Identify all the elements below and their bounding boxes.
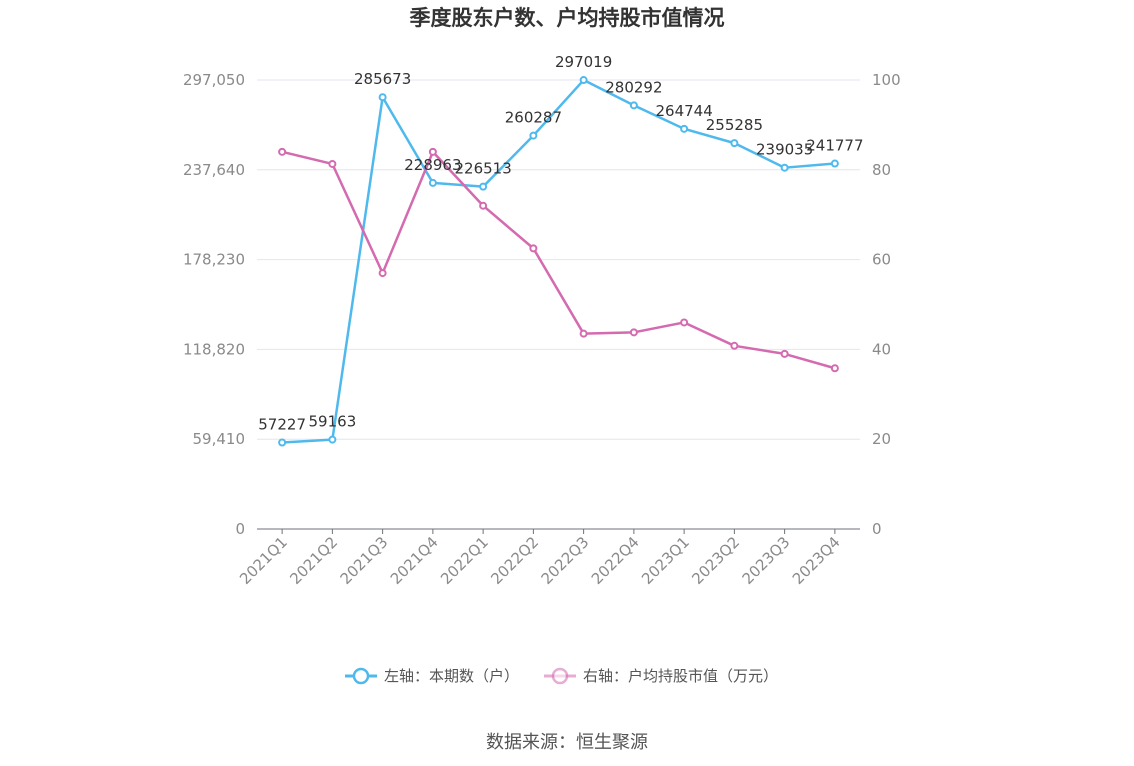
legend-item-1[interactable]: 左轴：本期数（户）: [345, 667, 519, 685]
series-point-1: [830, 159, 839, 168]
y-axis-left: 0 59,410 118,820 178,230 237,640 297,050: [183, 71, 245, 538]
y-right-tick-label: 40: [872, 340, 891, 358]
x-tick-label: 2023Q1: [638, 533, 693, 588]
series-point-2: [328, 159, 337, 168]
legend[interactable]: 左轴：本期数（户） 右轴：户均持股市值（万元）: [345, 667, 778, 685]
series-point-1: [428, 178, 437, 187]
x-tick-label: 2021Q4: [387, 533, 442, 588]
data-label: 285673: [354, 70, 411, 88]
series-point-2: [579, 329, 588, 338]
legend-circle-icon: [551, 667, 569, 685]
series-point-1: [579, 76, 588, 85]
y-right-tick-label: 100: [872, 71, 901, 89]
series-point-2: [428, 147, 437, 156]
series-point-1: [328, 435, 337, 444]
series-point-2: [479, 201, 488, 210]
chart-title: 季度股东户数、户均持股市值情况: [410, 6, 725, 30]
x-tick-label: 2022Q3: [538, 533, 593, 588]
data-label: 241777: [806, 137, 863, 155]
y-left-tick-label: 178,230: [183, 251, 245, 269]
x-tick-label: 2022Q4: [588, 533, 643, 588]
y-left-tick-label: 118,820: [183, 340, 245, 358]
grid: [257, 79, 860, 440]
y-right-tick-label: 60: [872, 251, 891, 269]
x-tick-label: 2023Q4: [789, 533, 844, 588]
y-axis-right: 0 20 40 60 80 100: [872, 71, 901, 538]
series-point-2: [830, 364, 839, 373]
data-label: 57227: [258, 415, 306, 433]
x-tick-label: 2022Q1: [437, 533, 492, 588]
legend-item-2[interactable]: 右轴：户均持股市值（万元）: [544, 667, 778, 685]
y-left-tick-label: 59,410: [193, 430, 246, 448]
series-point-1: [479, 182, 488, 191]
series-point-2: [629, 328, 638, 337]
series-point-1: [278, 438, 287, 447]
series-point-2: [780, 349, 789, 358]
data-label: 260287: [505, 109, 562, 127]
y-right-tick-label: 80: [872, 161, 891, 179]
data-label: 255285: [706, 116, 763, 134]
series-point-2: [730, 341, 739, 350]
data-label: 226513: [454, 160, 511, 178]
series-point-1: [780, 163, 789, 172]
x-tick-label: 2022Q2: [487, 533, 542, 588]
data-label: 59163: [309, 413, 357, 431]
series-line-1: [282, 78, 835, 444]
series-point-1: [629, 101, 638, 110]
series-point-2: [680, 318, 689, 327]
series-group: [278, 76, 839, 447]
legend-label: 右轴：户均持股市值（万元）: [583, 667, 778, 685]
series-line-2: [281, 150, 836, 370]
legend-label: 左轴：本期数（户）: [384, 667, 519, 685]
y-right-tick-label: 0: [872, 520, 882, 538]
x-tick-label: 2021Q2: [286, 533, 341, 588]
series-point-2: [529, 244, 538, 253]
source-note: 数据来源：恒生聚源: [486, 732, 648, 753]
y-left-tick-label: 0: [235, 520, 245, 538]
x-tick-label: 2023Q2: [688, 533, 743, 588]
y-left-tick-label: 237,640: [183, 161, 245, 179]
series-point-2: [278, 147, 287, 156]
legend-circle-icon: [352, 667, 370, 685]
series-point-2: [378, 269, 387, 278]
data-label: 264744: [655, 102, 712, 120]
data-label: 280292: [605, 78, 662, 96]
series-point-1: [680, 124, 689, 133]
x-tick-label: 2021Q1: [236, 533, 291, 588]
x-tick-label: 2021Q3: [337, 533, 392, 588]
x-axis: 2021Q12021Q22021Q32021Q42022Q12022Q22022…: [236, 528, 860, 588]
data-label: 297019: [555, 53, 612, 71]
x-tick-label: 2023Q3: [739, 533, 794, 588]
y-right-tick-label: 20: [872, 430, 891, 448]
series-point-1: [730, 139, 739, 148]
series-point-1: [529, 131, 538, 140]
data-label: 239035: [756, 141, 813, 159]
y-left-tick-label: 297,050: [183, 71, 245, 89]
series-point-1: [378, 93, 387, 102]
data-label: 228963: [404, 156, 461, 174]
